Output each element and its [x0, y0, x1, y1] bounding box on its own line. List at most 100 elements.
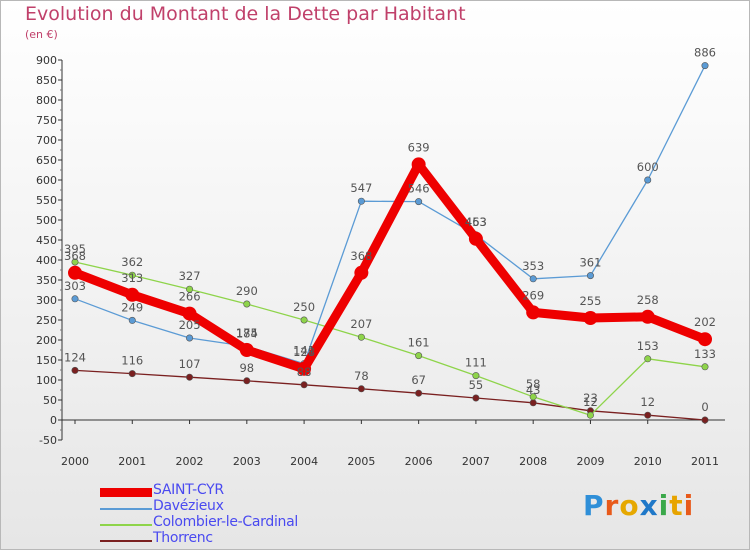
data-point: [701, 363, 709, 371]
y-tick-label: 900: [36, 54, 57, 67]
data-point: [472, 372, 480, 380]
data-point: [128, 316, 136, 324]
y-tick-label: 400: [36, 254, 57, 267]
data-point: [701, 62, 709, 70]
data-label: 269: [522, 288, 544, 302]
data-point: [186, 285, 194, 293]
data-label: 250: [293, 300, 315, 314]
y-tick-label: 0: [50, 414, 57, 427]
series-line-saint-cyr: [70, 159, 710, 374]
data-label: 58: [526, 377, 541, 391]
data-point: [529, 275, 537, 283]
data-point: [71, 258, 79, 266]
x-tick-label: 2000: [61, 455, 89, 468]
y-tick-label: 650: [36, 154, 57, 167]
logo-letter: t: [669, 489, 684, 522]
y-tick-label: 150: [36, 354, 57, 367]
legend-swatch: [100, 524, 152, 526]
logo-letter: o: [619, 489, 640, 522]
data-point: [128, 271, 136, 279]
x-tick-label: 2008: [519, 455, 547, 468]
data-point: [644, 176, 652, 184]
data-point: [182, 306, 197, 321]
data-label: 175: [236, 326, 258, 340]
data-label: 463: [465, 215, 487, 229]
data-point: [300, 381, 308, 389]
data-point: [71, 366, 79, 374]
data-label: 116: [121, 354, 143, 368]
data-label: 303: [64, 279, 86, 293]
data-label: 55: [469, 378, 484, 392]
data-label: 67: [411, 373, 426, 387]
data-label: 249: [121, 300, 143, 314]
data-label: 202: [694, 315, 716, 329]
chart-subtitle: (en €): [25, 28, 58, 41]
legend-label: Thorrenc: [153, 530, 213, 546]
y-tick-label: 200: [36, 334, 57, 347]
y-tick-label: 50: [43, 394, 57, 407]
data-label: 43: [526, 383, 541, 397]
legend-swatch: [100, 540, 152, 542]
x-tick-label: 2004: [290, 455, 318, 468]
data-label: 327: [179, 269, 201, 283]
data-point: [357, 385, 365, 393]
data-point: [128, 370, 136, 378]
data-label: 12: [640, 395, 655, 409]
x-tick-label: 2003: [233, 455, 261, 468]
legend-label: Davézieux: [153, 498, 224, 514]
data-point: [644, 411, 652, 419]
data-label: 23: [583, 391, 598, 405]
data-point: [354, 265, 369, 280]
data-point: [415, 352, 423, 360]
legend-swatch: [100, 508, 152, 510]
data-label: 111: [465, 356, 487, 370]
data-label: 313: [121, 271, 143, 285]
data-label: 600: [637, 160, 659, 174]
data-point: [529, 399, 537, 407]
x-tick-label: 2002: [176, 455, 204, 468]
data-label: 12: [583, 395, 598, 409]
series-line-davézieux: [74, 64, 706, 365]
data-label: 255: [579, 294, 601, 308]
data-point: [586, 272, 594, 280]
data-label: 207: [350, 317, 372, 331]
data-point: [701, 416, 709, 424]
data-label: 362: [121, 255, 143, 269]
logo-letter: i: [683, 489, 695, 522]
data-label: 107: [179, 357, 201, 371]
chart-title: Evolution du Montant de la Dette par Hab…: [25, 3, 466, 25]
x-tick-label: 2006: [405, 455, 433, 468]
data-point: [186, 373, 194, 381]
data-point: [415, 198, 423, 206]
data-label: 153: [637, 339, 659, 353]
data-point: [297, 361, 312, 376]
data-point: [239, 343, 254, 357]
y-tick-label: 450: [36, 234, 57, 247]
data-label: 141: [293, 344, 315, 358]
y-tick-label: 600: [36, 174, 57, 187]
x-tick-label: 2009: [576, 455, 604, 468]
data-point: [526, 305, 541, 320]
data-point: [529, 393, 537, 401]
series-line-colombier-le-cardinal: [74, 261, 706, 416]
data-label: 133: [694, 347, 716, 361]
data-point: [583, 311, 598, 325]
data-label: 368: [350, 249, 372, 263]
data-point: [125, 287, 140, 302]
data-point: [186, 334, 194, 342]
y-tick-label: 850: [36, 74, 57, 87]
y-tick-label: 800: [36, 94, 57, 107]
legend-label: Colombier-le-Cardinal: [153, 514, 298, 530]
y-tick-label: 500: [36, 214, 57, 227]
data-label: 124: [64, 350, 86, 364]
data-point: [586, 411, 594, 419]
data-label: 361: [579, 256, 601, 270]
data-label: 128: [293, 345, 315, 359]
x-tick-label: 2001: [118, 455, 146, 468]
y-tick-label: 350: [36, 274, 57, 287]
data-label: 98: [239, 361, 254, 375]
logo-letter: x: [639, 489, 659, 522]
